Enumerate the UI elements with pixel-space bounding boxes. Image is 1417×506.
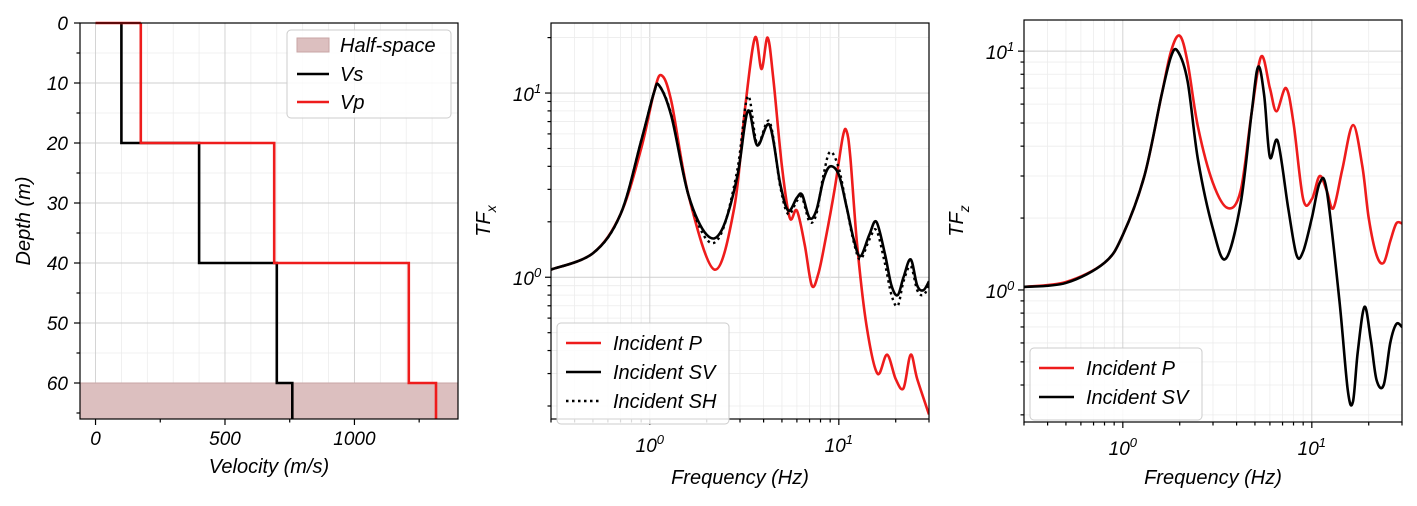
legend-label-vs: Vs [340,64,363,86]
y-tick-label: 0 [57,14,68,35]
series-vp-line [139,23,438,419]
series-incident-sv-line [1024,47,1402,407]
legend-label-incident-p: Incident P [613,333,703,355]
legend-label-half-space: Half-space [340,35,436,57]
tfz-legend: Incident P Incident SV [1029,347,1203,421]
series-incident-p-line [551,35,929,415]
y-tick-label: 40 [47,254,69,275]
legend-label-incident-p: Incident P [1086,358,1176,380]
y-tick-label: 50 [47,314,69,335]
depth-velocity-profile-panel: 0 500 1000 0 10 20 30 40 50 60 Velocity (m/s) Depth… [13,14,459,478]
y-tick-label: 100 [986,278,1015,303]
legend-label-incident-sh: Incident SH [613,391,717,413]
y-tick-label: 100 [513,265,542,290]
x-axis-label: Frequency (Hz) [671,467,809,489]
x-axis-label: Frequency (Hz) [1144,467,1282,489]
y-axis-label: TFz [946,205,972,236]
legend-box [556,322,730,425]
profile-legend: Half-space Vs Vp [286,29,452,119]
x-tick-label: 0 [90,429,101,450]
y-tick-label: 10 [47,74,69,95]
x-tick-label: 100 [1109,435,1138,460]
legend-label-vp: Vp [340,92,364,114]
x-tick-label: 1000 [333,429,376,450]
y-tick-label: 60 [47,374,69,395]
tfx-legend: Incident P Incident SV Incident SH [556,322,730,425]
x-tick-label: 101 [1298,435,1326,460]
series-incident-sh-line [551,82,929,308]
legend-label-incident-sv: Incident SV [613,362,717,384]
x-axis-label: Velocity (m/s) [209,456,329,478]
series-vs-line [120,23,294,419]
x-tick-label: 500 [209,429,241,450]
profile-frame [79,22,459,420]
half-space-band [79,382,459,420]
y-tick-label: 30 [47,194,69,215]
y-axis-label: Depth (m) [13,177,35,266]
y-tick-label: 101 [513,81,541,106]
legend-box [1029,347,1203,421]
legend-half-space-swatch [296,37,330,53]
legend-label-incident-sv: Incident SV [1086,387,1190,409]
y-axis-label: TFx [473,204,499,236]
x-tick-label: 100 [636,432,665,457]
y-tick-label: 20 [46,134,69,155]
y-tick-label: 101 [986,39,1014,64]
x-tick-label: 101 [825,432,853,457]
